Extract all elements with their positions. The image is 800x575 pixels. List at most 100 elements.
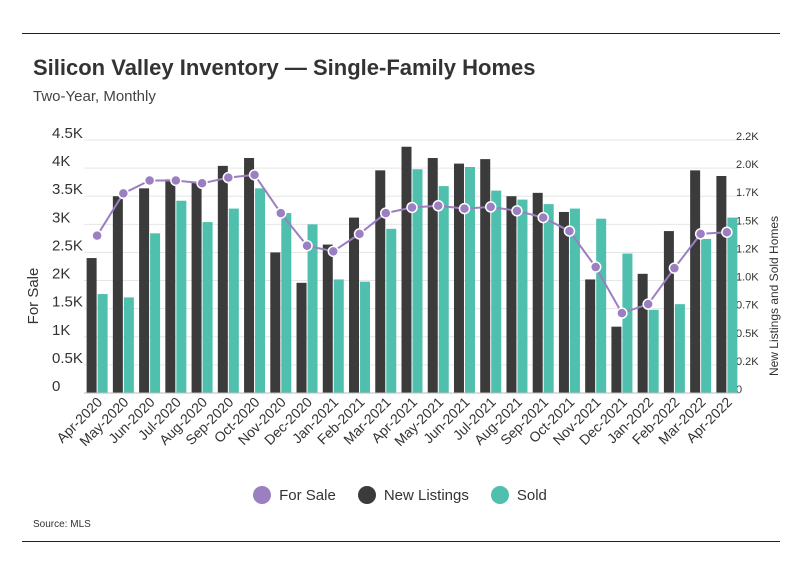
legend-item-for-sale[interactable]: For Sale: [253, 486, 336, 504]
new-listings-bar: [139, 188, 150, 393]
legend-item-new-listings[interactable]: New Listings: [357, 486, 469, 504]
for-sale-point: [301, 239, 313, 252]
sold-marker-icon: [490, 486, 509, 504]
y-tick-label: 4.5K: [52, 125, 83, 142]
source-note: Source: MLS: [33, 519, 91, 530]
sold-bar: [281, 213, 292, 393]
chart-subtitle: Two-Year, Monthly: [33, 88, 156, 105]
y-tick-label: 2.5K: [52, 237, 83, 254]
sold-bar: [543, 204, 554, 393]
sold-bar: [386, 228, 397, 393]
for-sale-marker-icon: [253, 486, 272, 504]
for-sale-point: [511, 205, 523, 217]
y2-tick-label: 0.5K: [736, 328, 759, 340]
new-listings-bar: [532, 192, 543, 393]
y2-tick-label: 0: [736, 384, 742, 396]
y-tick-label: 1K: [52, 322, 70, 339]
new-listings-bar: [716, 175, 727, 393]
y2-tick-label: 1.0K: [736, 272, 759, 284]
for-sale-point: [143, 174, 156, 187]
for-sale-point: [222, 171, 235, 184]
new-listings-bar: [217, 165, 228, 393]
y-tick-label: 4K: [52, 153, 70, 170]
y2-tick-label: 2.2K: [736, 131, 759, 143]
new-listings-bar: [112, 196, 123, 393]
sold-bar: [255, 188, 266, 393]
for-sale-point: [616, 307, 628, 319]
for-sale-point: [589, 261, 602, 273]
for-sale-point: [432, 200, 444, 212]
new-listings-bar: [427, 157, 438, 393]
new-listings-bar: [663, 231, 674, 393]
for-sale-point: [694, 228, 707, 240]
sold-bar: [648, 309, 659, 393]
top-rule: [22, 33, 780, 34]
y-tick-label: 0: [52, 378, 60, 395]
new-listings-bar: [270, 252, 281, 393]
sold-bar: [333, 279, 344, 393]
new-listings-bar: [585, 279, 596, 393]
new-listings-bar: [86, 258, 97, 393]
new-listings-bar: [480, 159, 491, 393]
y2-tick-label: 0.7K: [736, 300, 759, 312]
sold-bar: [701, 238, 712, 393]
sold-bar: [360, 281, 371, 393]
new-listings-bar: [349, 217, 360, 393]
for-sale-point: [248, 169, 261, 181]
new-listings-bar: [690, 170, 701, 393]
y2-tick-label: 0.2K: [736, 356, 759, 368]
legend-item-sold[interactable]: Sold: [490, 486, 547, 504]
for-sale-point: [563, 225, 576, 237]
for-sale-point: [275, 207, 287, 219]
sold-bar: [228, 208, 239, 393]
bottom-rule: [22, 541, 780, 542]
y-axis-label: For Sale: [25, 268, 42, 325]
legend-label-for-sale: For Sale: [279, 486, 336, 504]
for-sale-point: [721, 226, 733, 238]
sold-bar: [176, 200, 187, 393]
new-listings-bar: [165, 179, 176, 393]
sold-bar: [307, 224, 318, 393]
new-listings-bar: [506, 196, 517, 393]
y2-tick-label: 1.7K: [736, 187, 759, 199]
chart-title: Silicon Valley Inventory — Single-Family…: [33, 55, 536, 80]
for-sale-point: [170, 174, 182, 187]
for-sale-point: [91, 229, 103, 242]
legend-label-new-listings: New Listings: [383, 486, 469, 504]
new-listings-bar: [558, 211, 569, 393]
sold-bar: [491, 190, 502, 393]
new-listings-bar: [244, 157, 255, 393]
new-listings-bar: [637, 273, 648, 393]
new-listings-bar: [296, 282, 307, 393]
sold-bar: [123, 297, 134, 393]
legend-label-sold: Sold: [516, 486, 547, 504]
for-sale-point: [458, 202, 471, 215]
sold-bar: [150, 233, 161, 393]
sold-bar: [517, 199, 528, 393]
sold-bar: [727, 217, 738, 393]
new-listings-bar: [322, 244, 333, 393]
y2-tick-label: 2.0K: [736, 159, 759, 171]
y-tick-label: 0.5K: [52, 350, 83, 367]
new-listings-bar: [453, 163, 464, 393]
for-sale-point: [642, 298, 654, 310]
sold-bar: [97, 294, 108, 393]
y-tick-label: 1.5K: [52, 294, 83, 311]
y2-tick-label: 1.2K: [736, 243, 759, 255]
for-sale-point: [484, 201, 497, 213]
for-sale-point: [353, 228, 366, 240]
y2-axis-label: New Listings and Sold Homes: [767, 216, 781, 376]
for-sale-point: [196, 177, 208, 190]
y-tick-label: 3.5K: [52, 181, 83, 198]
new-listings-bar: [375, 170, 386, 393]
sold-bar: [622, 253, 633, 393]
y-tick-label: 2K: [52, 266, 70, 283]
for-sale-point: [327, 245, 340, 258]
new-listings-bar: [401, 146, 412, 393]
for-sale-point: [537, 211, 549, 224]
y2-tick-label: 1.5K: [736, 215, 759, 227]
new-listings-marker-icon: [357, 486, 376, 504]
for-sale-point: [117, 187, 130, 200]
for-sale-point: [668, 262, 681, 274]
